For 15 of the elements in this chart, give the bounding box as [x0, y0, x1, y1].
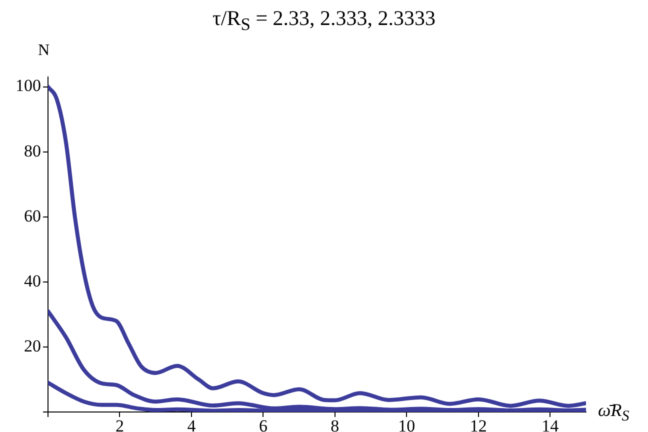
x-tick-label: 6	[258, 416, 268, 432]
x-axis-title: ω̄R$_{S}$	[598, 400, 630, 426]
y-axis-title: N	[38, 42, 50, 60]
x-tick-label: 10	[398, 416, 416, 432]
y-tick-label: 60	[24, 206, 41, 226]
chart-title: τ/R$_{S}$ = 2.33, 2.333, 2.3333	[211, 6, 437, 36]
y-tick-label: 100	[16, 76, 41, 96]
x-tick-label: 4	[187, 416, 196, 432]
x-tick-label: 2	[115, 416, 124, 432]
x-tick-label: 14	[542, 416, 560, 432]
x-tick-label: 12	[470, 416, 487, 432]
y-tick-label: 40	[24, 271, 41, 290]
x-tick-label: 8	[330, 416, 340, 432]
y-tick-label: 80	[24, 141, 41, 160]
y-tick-label: 20	[24, 336, 41, 356]
